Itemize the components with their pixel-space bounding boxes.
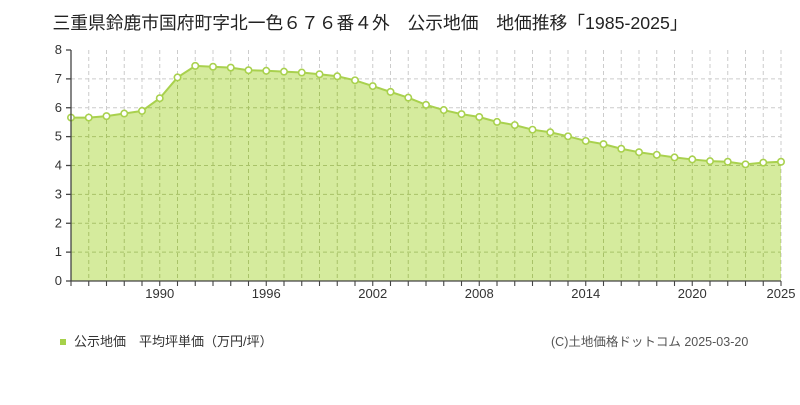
svg-text:8: 8 xyxy=(55,42,62,57)
svg-text:0: 0 xyxy=(55,273,62,288)
svg-text:1: 1 xyxy=(55,244,62,259)
svg-text:2025: 2025 xyxy=(767,286,796,301)
svg-text:2020: 2020 xyxy=(678,286,707,301)
svg-text:5: 5 xyxy=(55,129,62,144)
svg-text:6: 6 xyxy=(55,100,62,115)
svg-text:4: 4 xyxy=(55,158,62,173)
svg-text:2008: 2008 xyxy=(465,286,494,301)
svg-text:2002: 2002 xyxy=(358,286,387,301)
svg-text:1990: 1990 xyxy=(145,286,174,301)
svg-text:2: 2 xyxy=(55,215,62,230)
svg-text:7: 7 xyxy=(55,71,62,86)
svg-text:1996: 1996 xyxy=(252,286,281,301)
svg-text:3: 3 xyxy=(55,186,62,201)
svg-text:2014: 2014 xyxy=(571,286,600,301)
